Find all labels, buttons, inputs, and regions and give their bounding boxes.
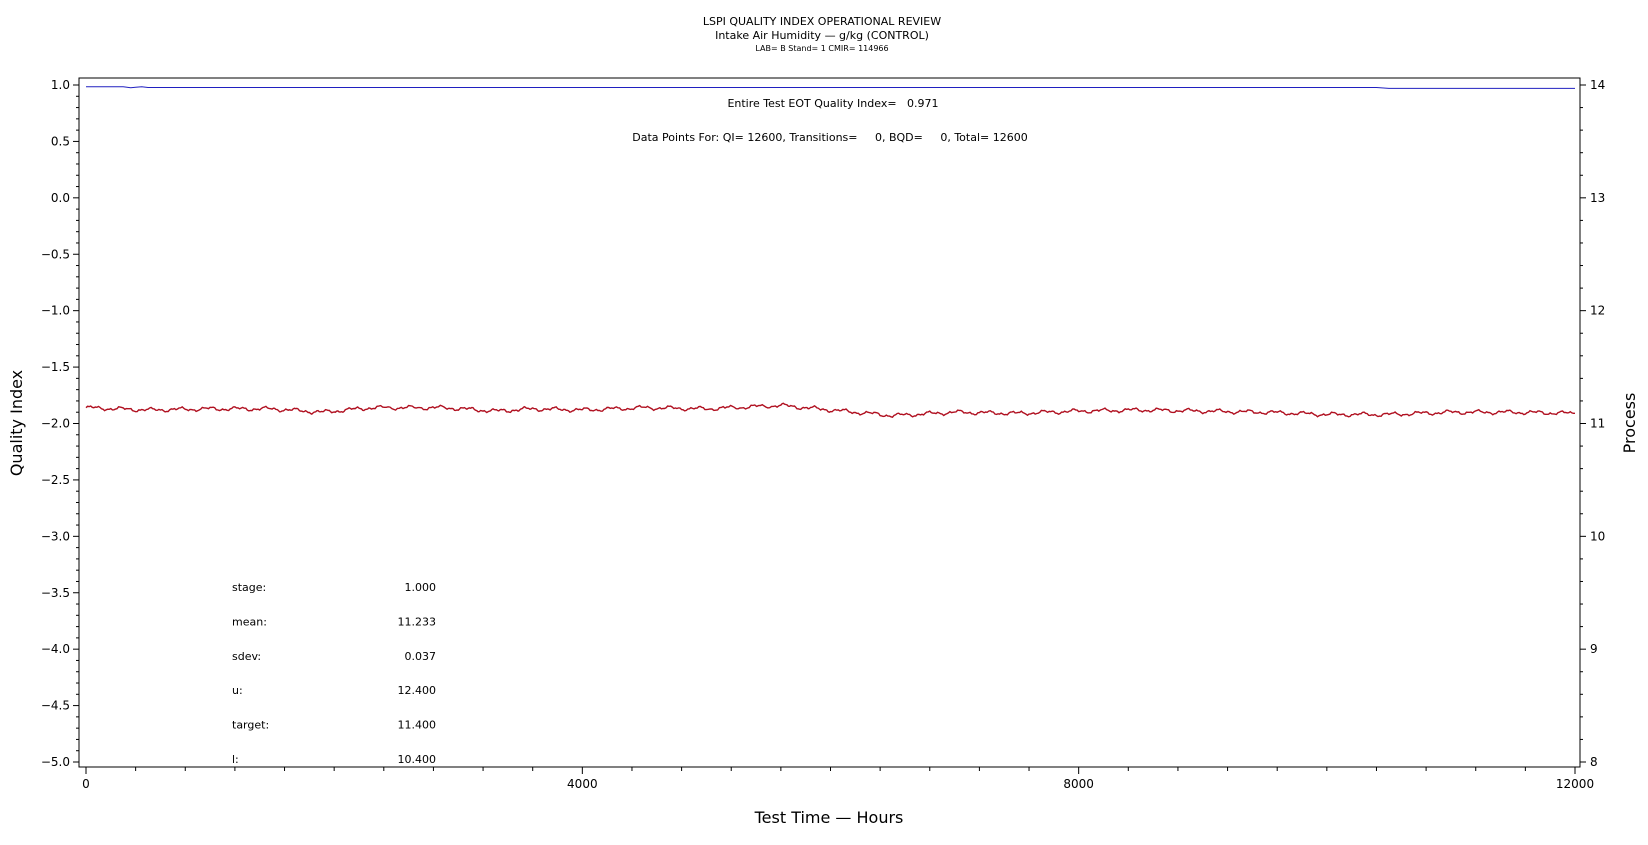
y-right-tick-label: 9: [1590, 642, 1598, 656]
y-right-tick-label: 10: [1590, 529, 1605, 543]
y-right-tick-label: 8: [1590, 755, 1598, 769]
stat-value: 0.037: [405, 650, 437, 663]
stat-value: 11.400: [398, 719, 437, 732]
y-left-tick-label: −4.5: [41, 699, 70, 713]
y-right-tick-label: 14: [1590, 78, 1605, 92]
process-series-line: [85, 402, 1575, 418]
y-right-tick-label: 11: [1590, 417, 1605, 431]
stat-label: sdev:: [232, 650, 261, 663]
y-right-axis: 14 13 12 11 10 9 8: [1580, 78, 1605, 769]
chart-subtitle-lab: LAB= B Stand= 1 CMIR= 114966: [755, 44, 888, 53]
x-tick-label: 12000: [1556, 777, 1594, 791]
y-left-axis: 1.0 0.5 0.0 −0.5 −1.0 −1.5 −2.0 −2.5 −3.0 −3.5 −4.…: [41, 78, 79, 769]
x-axis: 0 4000 8000 12000: [82, 767, 1594, 791]
stat-value: 12.400: [398, 684, 437, 697]
y-left-tick-label: −3.0: [41, 529, 70, 543]
y-right-tick-label: 13: [1590, 191, 1605, 205]
y-left-tick-label: −3.5: [41, 586, 70, 600]
annotation-data-points: Data Points For: QI= 12600, Transitions=…: [632, 131, 1027, 144]
stat-value: 11.233: [398, 615, 437, 628]
y-left-tick-label: 0.0: [51, 191, 70, 205]
stat-label: target:: [232, 719, 269, 732]
annotation-quality-index: Entire Test EOT Quality Index= 0.971: [727, 97, 938, 110]
y-right-tick-label: 12: [1590, 304, 1605, 318]
y-left-tick-label: −5.0: [41, 755, 70, 769]
x-tick-label: 8000: [1063, 777, 1094, 791]
quality-index-series-line: [86, 86, 1575, 89]
y-left-axis-label: Quality Index: [7, 370, 26, 476]
chart-subtitle: Intake Air Humidity — g/kg (CONTROL): [715, 29, 929, 42]
y-left-tick-label: −1.0: [41, 304, 70, 318]
y-left-tick-label: 0.5: [51, 134, 70, 148]
y-left-tick-label: 1.0: [51, 78, 70, 92]
x-tick-label: 0: [82, 777, 90, 791]
plot-frame: [78, 77, 1581, 768]
x-tick-label: 4000: [567, 777, 598, 791]
stat-label: stage:: [232, 581, 266, 594]
stat-value: 1.000: [405, 581, 437, 594]
series-layer: [85, 86, 1575, 418]
y-left-tick-label: −4.0: [41, 642, 70, 656]
y-left-tick-label: −2.0: [41, 417, 70, 431]
y-right-axis-label: Process: [1620, 393, 1639, 454]
x-axis-label: Test Time — Hours: [754, 808, 904, 827]
y-left-tick-label: −2.5: [41, 473, 70, 487]
stat-label: l:: [232, 753, 239, 766]
y-left-tick-label: −0.5: [41, 247, 70, 261]
stat-label: u:: [232, 684, 243, 697]
stat-label: mean:: [232, 615, 267, 628]
stats-table: stage: 1.000 mean: 11.233 sdev: 0.037 u: 12.400…: [232, 581, 436, 766]
y-left-tick-label: −1.5: [41, 360, 70, 374]
stat-value: 10.400: [398, 753, 437, 766]
chart-title: LSPI QUALITY INDEX OPERATIONAL REVIEW: [703, 15, 941, 28]
